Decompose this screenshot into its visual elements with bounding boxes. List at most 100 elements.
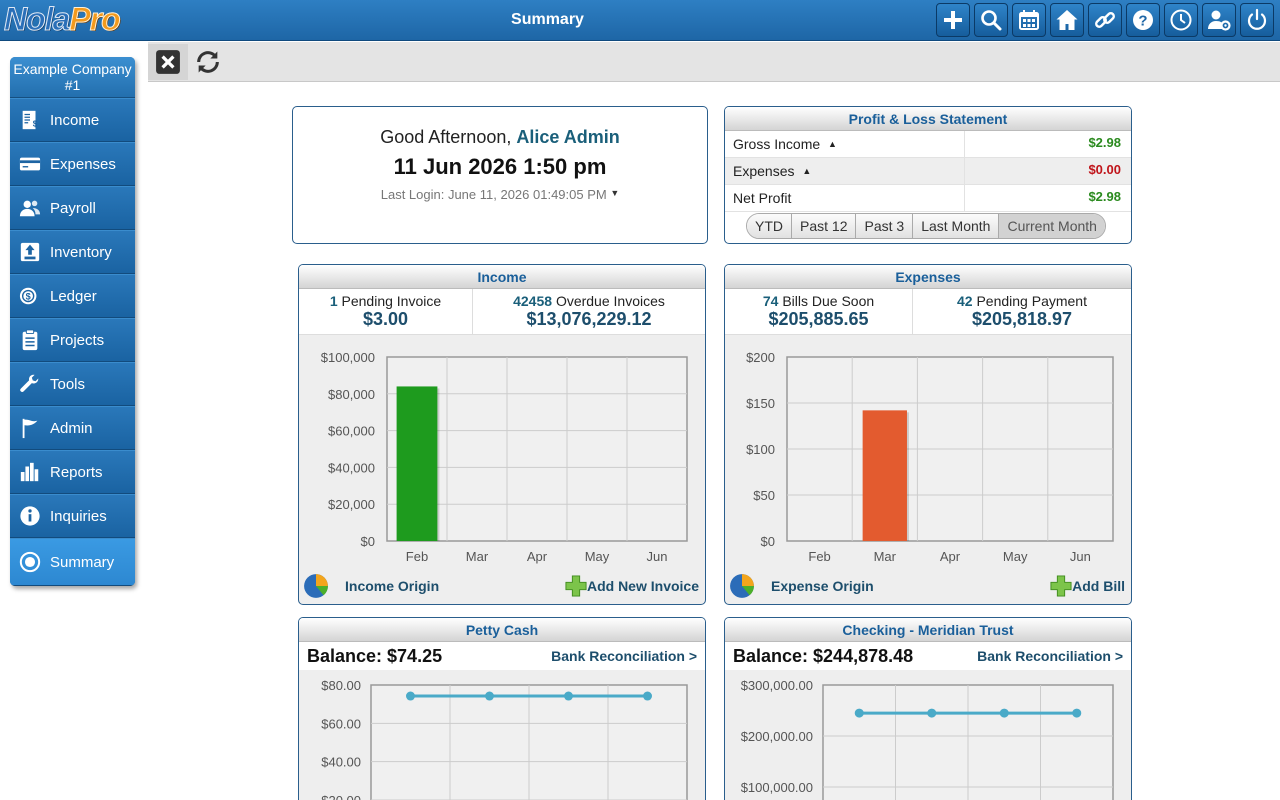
- pl-row-gross-income[interactable]: Gross Income ▲ $2.98: [725, 131, 1131, 158]
- pl-row-expenses[interactable]: Expenses ▲ $0.00: [725, 158, 1131, 185]
- bank-reconciliation-link[interactable]: Bank Reconciliation >: [551, 648, 697, 664]
- sidebar-item-label: Tools: [50, 375, 86, 393]
- x-tick-label: Jun: [1070, 549, 1091, 564]
- sidebar-item-reports[interactable]: Reports: [10, 450, 135, 494]
- clock-button[interactable]: [1164, 3, 1198, 37]
- caret-up-icon: ▲: [828, 139, 837, 149]
- close-icon: [156, 50, 180, 74]
- bar-chart-icon: [18, 460, 42, 484]
- overdue-invoices-stat[interactable]: 42458 Overdue Invoices $13,076,229.12: [513, 293, 665, 329]
- expenses-bar-chart: $0 $50 $100 $150 $200 Feb Mar Apr May Jun: [746, 350, 1114, 564]
- sidebar-item-inventory[interactable]: Inventory: [10, 230, 135, 274]
- x-tick-label: Jun: [647, 549, 668, 564]
- y-tick-label: $40,000: [328, 460, 375, 475]
- people-icon: [18, 196, 42, 220]
- period-tabs: YTD Past 12 Past 3 Last Month Current Mo…: [746, 213, 1106, 239]
- panel-title: Checking - Meridian Trust: [725, 618, 1131, 642]
- checking-balance: Balance: $244,878.48: [733, 645, 914, 666]
- clock-icon: [1170, 9, 1192, 31]
- tab-past-3[interactable]: Past 3: [856, 214, 914, 238]
- current-datetime: 11 Jun 2026 1:50 pm: [393, 154, 607, 179]
- y-tick-label: $60,000: [328, 424, 375, 439]
- svg-text:?: ?: [1138, 13, 1147, 30]
- top-bar: NolaPro Summary ?: [0, 0, 1280, 41]
- add-icon: [944, 11, 962, 29]
- pending-payment-stat[interactable]: 42 Pending Payment $205,818.97: [957, 293, 1087, 329]
- sidebar-item-ledger[interactable]: $ Ledger: [10, 274, 135, 318]
- home-icon: [1056, 10, 1078, 30]
- data-point: [1072, 708, 1082, 718]
- sidebar-item-inquiries[interactable]: Inquiries: [10, 494, 135, 538]
- link-button[interactable]: [1088, 3, 1122, 37]
- data-point: [854, 708, 864, 718]
- company-name[interactable]: Example Company #1: [10, 57, 135, 98]
- income-bar-chart: $0 $20,000 $40,000 $60,000 $80,000 $100,000 Fe…: [321, 350, 688, 564]
- data-point: [927, 708, 937, 718]
- y-tick-label: $300,000.00: [741, 678, 813, 693]
- wrench-icon: [18, 372, 42, 396]
- sidebar-item-label: Ledger: [50, 287, 97, 305]
- close-tab-button[interactable]: [148, 44, 188, 80]
- bar: [862, 410, 907, 541]
- add-bill-button[interactable]: Add Bill: [1050, 575, 1125, 597]
- svg-text:$: $: [26, 292, 31, 302]
- invoice-icon: $: [18, 108, 42, 132]
- help-button[interactable]: ?: [1126, 3, 1160, 37]
- bank-reconciliation-link[interactable]: Bank Reconciliation >: [977, 648, 1123, 664]
- coins-icon: $: [18, 284, 42, 308]
- y-tick-label: $80.00: [321, 678, 361, 693]
- search-button[interactable]: [974, 3, 1008, 37]
- add-button[interactable]: [936, 3, 970, 37]
- pie-chart-icon: [304, 574, 328, 598]
- checking-panel: Checking - Meridian Trust Balance: $244,…: [724, 617, 1132, 800]
- pending-invoice-stat[interactable]: 1 Pending Invoice $3.00: [299, 289, 473, 334]
- data-point: [999, 708, 1009, 718]
- tab-current-month[interactable]: Current Month: [999, 214, 1105, 238]
- expense-origin-link[interactable]: Expense Origin: [729, 573, 874, 599]
- x-tick-label: Feb: [808, 549, 830, 564]
- expenses-value: $0.00: [1088, 162, 1121, 177]
- gross-income-value: $2.98: [1088, 135, 1121, 150]
- sidebar-item-projects[interactable]: Projects: [10, 318, 135, 362]
- sidebar-item-income[interactable]: $ Income: [10, 98, 135, 142]
- logout-button[interactable]: [1240, 3, 1274, 37]
- data-point: [406, 691, 415, 701]
- credit-card-icon: [18, 152, 42, 176]
- net-profit-value: $2.98: [1088, 189, 1121, 204]
- calendar-button[interactable]: [1012, 3, 1046, 37]
- greeting-panel: Good Afternoon, Alice Admin 11 Jun 2026 …: [292, 106, 708, 244]
- tab-ytd[interactable]: YTD: [747, 214, 792, 238]
- x-tick-label: Mar: [874, 549, 897, 564]
- nolapro-logo[interactable]: NolaPro: [3, 1, 121, 38]
- tab-last-month[interactable]: Last Month: [913, 214, 1000, 238]
- pie-chart-icon: [730, 574, 754, 598]
- x-tick-label: Feb: [406, 549, 428, 564]
- y-tick-label: $0: [761, 534, 775, 549]
- checking-line-chart: $100,000.00 $200,000.00 $300,000.00: [741, 678, 1114, 800]
- greeting-text: Good Afternoon,: [380, 127, 512, 147]
- refresh-button[interactable]: [188, 44, 228, 80]
- panel-title: Expenses: [725, 265, 1131, 289]
- panel-title: Income: [299, 265, 705, 289]
- last-login[interactable]: Last Login: June 11, 2026 01:49:05 PM ▼: [380, 187, 620, 202]
- sidebar: Example Company #1 $ Income Expenses Pay…: [10, 57, 135, 586]
- sidebar-item-summary[interactable]: Summary: [10, 538, 135, 586]
- x-tick-label: Apr: [940, 549, 961, 564]
- sidebar-item-label: Payroll: [50, 199, 96, 217]
- home-button[interactable]: [1050, 3, 1084, 37]
- sidebar-item-payroll[interactable]: Payroll: [10, 186, 135, 230]
- bills-due-stat[interactable]: 74 Bills Due Soon $205,885.65: [725, 289, 913, 334]
- top-toolbar: ?: [936, 3, 1274, 37]
- y-tick-label: $100,000: [321, 350, 375, 365]
- sidebar-item-expenses[interactable]: Expenses: [10, 142, 135, 186]
- add-new-invoice-button[interactable]: Add New Invoice: [565, 575, 699, 597]
- x-tick-label: May: [585, 549, 610, 564]
- data-point: [564, 691, 573, 701]
- sidebar-item-admin[interactable]: Admin: [10, 406, 135, 450]
- info-icon: [18, 504, 42, 528]
- user-settings-button[interactable]: [1202, 3, 1236, 37]
- income-origin-link[interactable]: Income Origin: [303, 573, 439, 599]
- sidebar-item-tools[interactable]: Tools: [10, 362, 135, 406]
- search-icon: [981, 10, 1002, 31]
- tab-past-12[interactable]: Past 12: [792, 214, 857, 238]
